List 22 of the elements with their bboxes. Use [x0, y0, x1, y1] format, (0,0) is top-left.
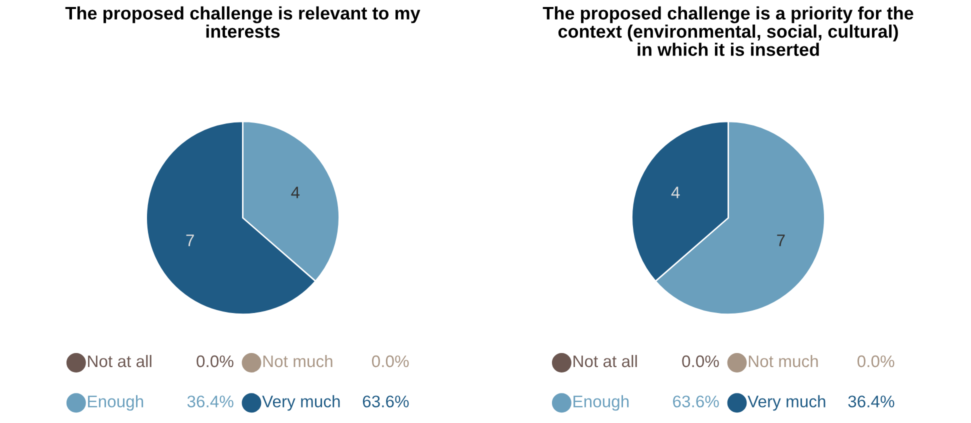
legend-label: Not at all — [574, 354, 637, 368]
data-label: 63.6% — [362, 396, 409, 408]
legend-label: Enough — [574, 395, 629, 411]
text: 0.0% — [682, 355, 719, 368]
legend-label: Not at all — [88, 354, 152, 368]
text: 4 — [291, 186, 300, 198]
text: 7 — [186, 234, 194, 246]
text: 7 — [777, 234, 785, 246]
legend-label: Very much — [262, 395, 340, 411]
chart-title: The proposed challenge is relevant to my interests — [65, 6, 420, 38]
legend-label: Not much — [748, 354, 818, 368]
data-label: 36.4% — [848, 396, 894, 408]
chart-title: The proposed challenge is a priority for the context (environmental, social, cultural) in which it is inserted — [542, 6, 914, 56]
text: 4 — [671, 186, 680, 198]
legend-label: Enough — [88, 395, 144, 411]
text: 0.0% — [372, 355, 409, 368]
text: 0.0% — [196, 355, 234, 368]
legend-label: Not much — [263, 354, 332, 368]
text: 0.0% — [858, 355, 894, 368]
data-label: 36.4% — [187, 396, 234, 408]
legend-label: Very much — [748, 395, 826, 411]
data-label: 63.6% — [673, 396, 719, 408]
